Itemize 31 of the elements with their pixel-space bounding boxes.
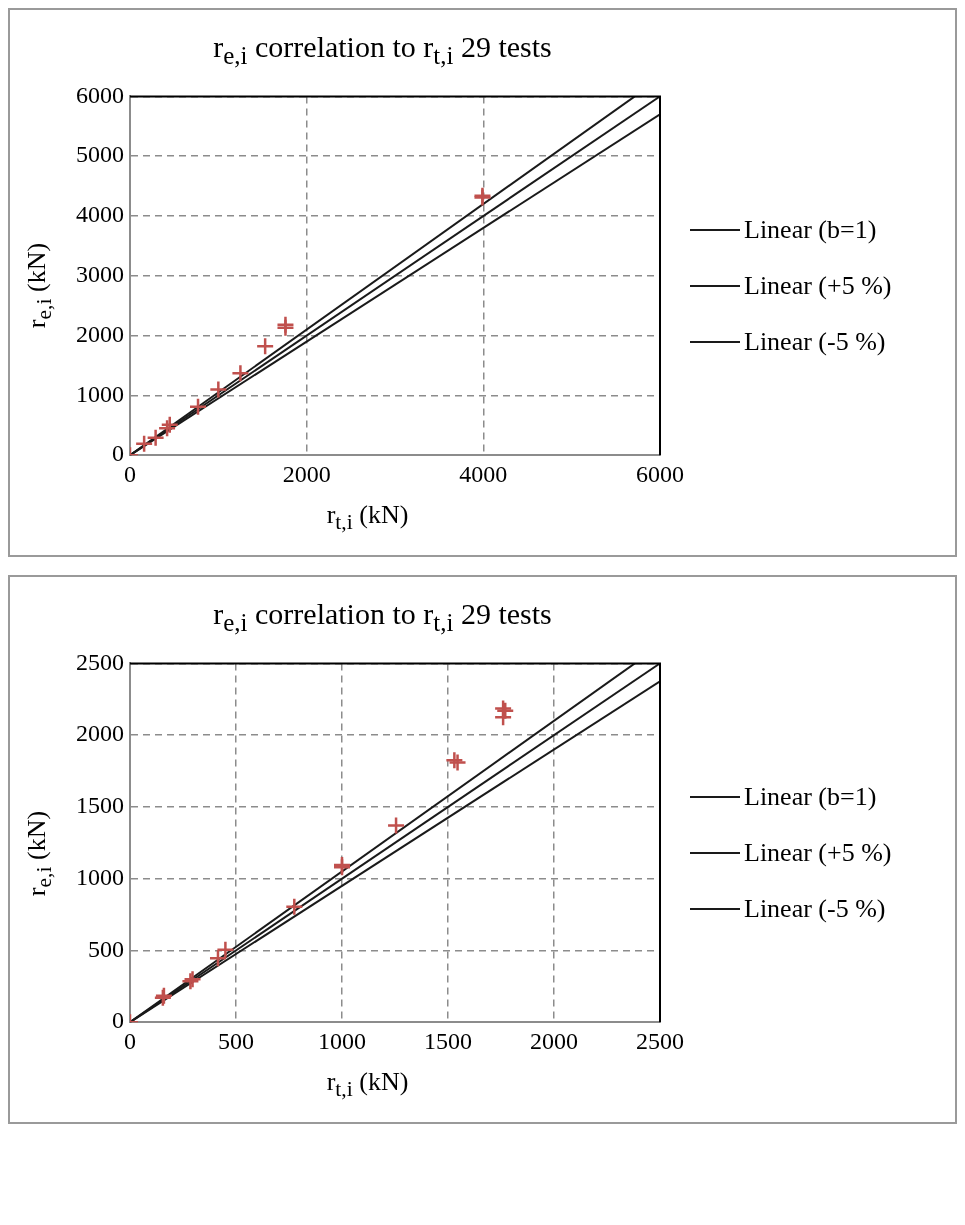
x-axis-title: r$_{t,i}$ (kN)	[325, 500, 410, 536]
legend-label: Linear (+5 %)	[744, 271, 892, 301]
y-tick-label: 500	[88, 935, 124, 962]
y-tick-label: 1500	[76, 792, 124, 819]
legend-label: Linear (-5 %)	[744, 894, 886, 925]
legend-label: Linear (b=1)	[744, 215, 877, 245]
x-tick-label: 4000	[459, 460, 508, 487]
y-tick-label: 4000	[76, 201, 124, 228]
y-tick-label: 1000	[76, 864, 124, 891]
x-tick-label: 1500	[424, 1028, 472, 1055]
x-tick-label: 6000	[636, 460, 684, 487]
chart-title: r$_{e,i}$ correlation to r$_{t,i}$ 29 tests	[212, 30, 553, 70]
legend-label: Linear (b=1)	[744, 782, 877, 813]
y-tick-label: 6000	[76, 81, 124, 108]
x-tick-label: 2000	[282, 460, 331, 487]
y-tick-label: 2000	[76, 720, 124, 747]
x-tick-label: 500	[218, 1028, 254, 1055]
legend-label: Linear (+5 %)	[744, 838, 892, 869]
y-tick-label: 2500	[76, 648, 124, 675]
y-tick-label: 0	[112, 1007, 124, 1034]
y-tick-label: 0	[112, 440, 124, 467]
y-tick-label: 1000	[76, 380, 124, 407]
y-tick-label: 3000	[76, 261, 124, 288]
y-tick-label: 5000	[76, 141, 124, 168]
x-axis-title: r$_{t,i}$ (kN)	[325, 1067, 410, 1103]
x-tick-label: 2500	[636, 1028, 684, 1055]
x-tick-label: 1000	[318, 1028, 366, 1055]
legend-label: Linear (-5 %)	[744, 327, 886, 357]
chart-title: r$_{e,i}$ correlation to r$_{t,i}$ 29 tests	[212, 597, 553, 638]
x-tick-label: 2000	[530, 1028, 578, 1055]
y-tick-label: 2000	[76, 320, 124, 347]
